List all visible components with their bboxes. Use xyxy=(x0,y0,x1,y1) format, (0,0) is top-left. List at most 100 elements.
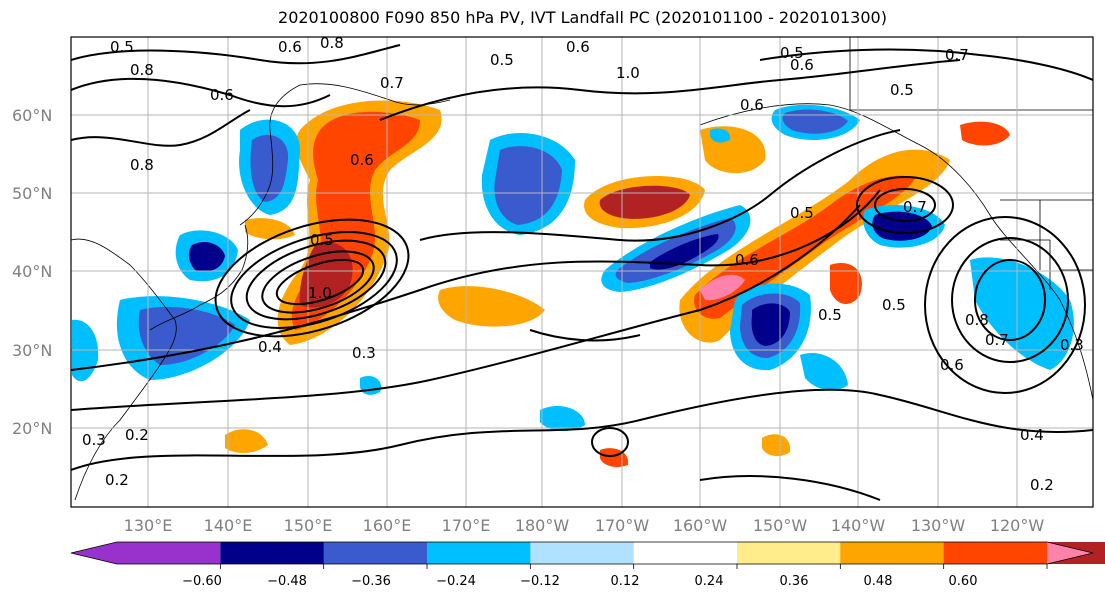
lon-label: 160°W xyxy=(673,516,728,535)
contour-label: 0.5 xyxy=(790,204,814,222)
colorbar-tick-label: −0.12 xyxy=(520,574,560,589)
contour-label: 0.6 xyxy=(566,38,590,56)
anomaly-negative-core xyxy=(494,146,562,225)
contour-label: 0.8 xyxy=(130,61,154,79)
latitude-labels: 60°N 50°N 40°N 30°N 20°N xyxy=(12,106,52,438)
colorbar-cell xyxy=(220,542,325,564)
contour-label: 0.6 xyxy=(735,251,759,269)
anomaly-positive-max xyxy=(700,274,745,301)
colorbar-extend-high xyxy=(1047,542,1093,564)
anomaly-negative-region xyxy=(540,405,585,432)
colorbar-tick-label: 0.36 xyxy=(780,574,809,589)
contour-label: 0.5 xyxy=(490,51,514,69)
contour-label: 0.6 xyxy=(210,86,234,104)
contour-label: 0.3 xyxy=(82,431,106,449)
lon-label: 130°W xyxy=(911,516,966,535)
anomaly-negative-core xyxy=(188,242,225,272)
longitude-labels: 130°E 140°E 150°E 160°E 170°E 180°W 170°… xyxy=(124,516,1045,535)
contour-label: 0.4 xyxy=(258,338,282,356)
anomaly-positive-max xyxy=(299,242,353,308)
contour-labels: 0.5 0.6 0.8 0.5 0.6 1.0 0.5 0.6 0.7 0.5 … xyxy=(82,34,1084,494)
contour-label: 0.2 xyxy=(105,471,129,489)
colorbar-cell xyxy=(737,542,841,564)
contour-label: 0.5 xyxy=(818,306,842,324)
colorbar-tick-label: 0.48 xyxy=(864,574,893,589)
lon-label: 150°W xyxy=(753,516,808,535)
contour-label: 0.8 xyxy=(965,311,989,329)
contour-label: 0.5 xyxy=(310,231,334,249)
contour-label: 0.6 xyxy=(740,96,764,114)
colorbar-tick-label: −0.24 xyxy=(436,574,476,589)
lat-label: 40°N xyxy=(12,262,52,281)
anomaly-positive-region xyxy=(762,434,791,457)
contour-label: 0.6 xyxy=(278,38,302,56)
contour-label: 0.6 xyxy=(790,56,814,74)
contour-label: 1.0 xyxy=(616,64,640,82)
contour-label: 0.5 xyxy=(882,296,906,314)
anomaly-positive-region xyxy=(225,429,268,453)
contour-label: 0.5 xyxy=(110,38,134,56)
contour-label: 0.7 xyxy=(903,198,927,216)
anomaly-negative-region xyxy=(710,128,731,143)
contour-label: 0.3 xyxy=(1060,336,1084,354)
contour-label: 1.0 xyxy=(308,284,332,302)
anomaly-positive-region xyxy=(438,286,545,327)
contour-label: 0.2 xyxy=(1030,476,1054,494)
contour-label: 0.5 xyxy=(890,81,914,99)
colorbar: −0.60 −0.48 −0.36 −0.24 −0.12 0.12 0.24 … xyxy=(70,541,1105,589)
anomaly-negative-region xyxy=(970,257,1074,370)
coastlines xyxy=(71,37,1093,501)
contour-label: 0.8 xyxy=(130,156,154,174)
contour-label: 0.5 xyxy=(780,44,804,62)
ivt-contours xyxy=(71,44,1093,501)
map-title: 2020100800 F090 850 hPa PV, IVT Landfall… xyxy=(278,8,887,27)
colorbar-cell xyxy=(840,542,945,564)
colorbar-tick-label: −0.48 xyxy=(267,574,307,589)
lon-label: 170°E xyxy=(442,516,491,535)
anomaly-negative-max xyxy=(650,234,719,270)
colorbar-cell xyxy=(323,542,428,564)
lon-label: 150°E xyxy=(284,516,333,535)
colorbar-tick-label: 0.24 xyxy=(695,574,724,589)
anomaly-negative-region xyxy=(800,353,848,391)
lon-label: 160°E xyxy=(363,516,412,535)
lat-label: 60°N xyxy=(12,106,52,125)
contour-label: 0.3 xyxy=(352,344,376,362)
colorbar-outline xyxy=(70,541,1094,565)
colorbar-cell xyxy=(427,542,531,564)
colorbar-tick-labels: −0.60 −0.48 −0.36 −0.24 −0.12 0.12 0.24 … xyxy=(182,574,977,589)
contour-label: 0.7 xyxy=(945,46,969,64)
contour-label: 0.2 xyxy=(125,426,149,444)
colorbar-tick-label: −0.60 xyxy=(182,574,222,589)
lon-label: 120°W xyxy=(990,516,1045,535)
colorbar-ticks xyxy=(219,564,1048,569)
anomaly-negative-core xyxy=(250,134,289,202)
colorbar-tick-label: 0.12 xyxy=(611,574,640,589)
lat-label: 20°N xyxy=(12,419,52,438)
lon-label: 140°W xyxy=(831,516,886,535)
anomaly-positive-region xyxy=(830,263,862,305)
contour-label: 0.8 xyxy=(320,34,344,52)
lon-label: 140°E xyxy=(204,516,253,535)
contour-label: 0.7 xyxy=(985,331,1009,349)
lat-label: 30°N xyxy=(12,341,52,360)
colorbar-cell xyxy=(633,542,738,564)
anomaly-positive-region xyxy=(960,121,1010,146)
lat-label: 50°N xyxy=(12,184,52,203)
anomaly-negative-core xyxy=(782,109,848,134)
colorbar-tick-label: −0.36 xyxy=(351,574,391,589)
lon-label: 130°E xyxy=(124,516,173,535)
contour-label: 0.7 xyxy=(380,74,404,92)
contour-label: 0.6 xyxy=(350,151,374,169)
contour-label: 0.4 xyxy=(1020,426,1044,444)
colorbar-cell xyxy=(943,542,1048,564)
anomaly-negative-region xyxy=(72,319,99,382)
lon-label: 180°W xyxy=(515,516,570,535)
map-layers: 0.5 0.6 0.8 0.5 0.6 1.0 0.5 0.6 0.7 0.5 … xyxy=(71,34,1093,507)
contour-label: 0.6 xyxy=(940,356,964,374)
colorbar-extend-low xyxy=(71,542,221,564)
colorbar-cell xyxy=(530,542,635,564)
colorbar-cells xyxy=(71,542,1105,564)
lon-label: 170°W xyxy=(595,516,650,535)
